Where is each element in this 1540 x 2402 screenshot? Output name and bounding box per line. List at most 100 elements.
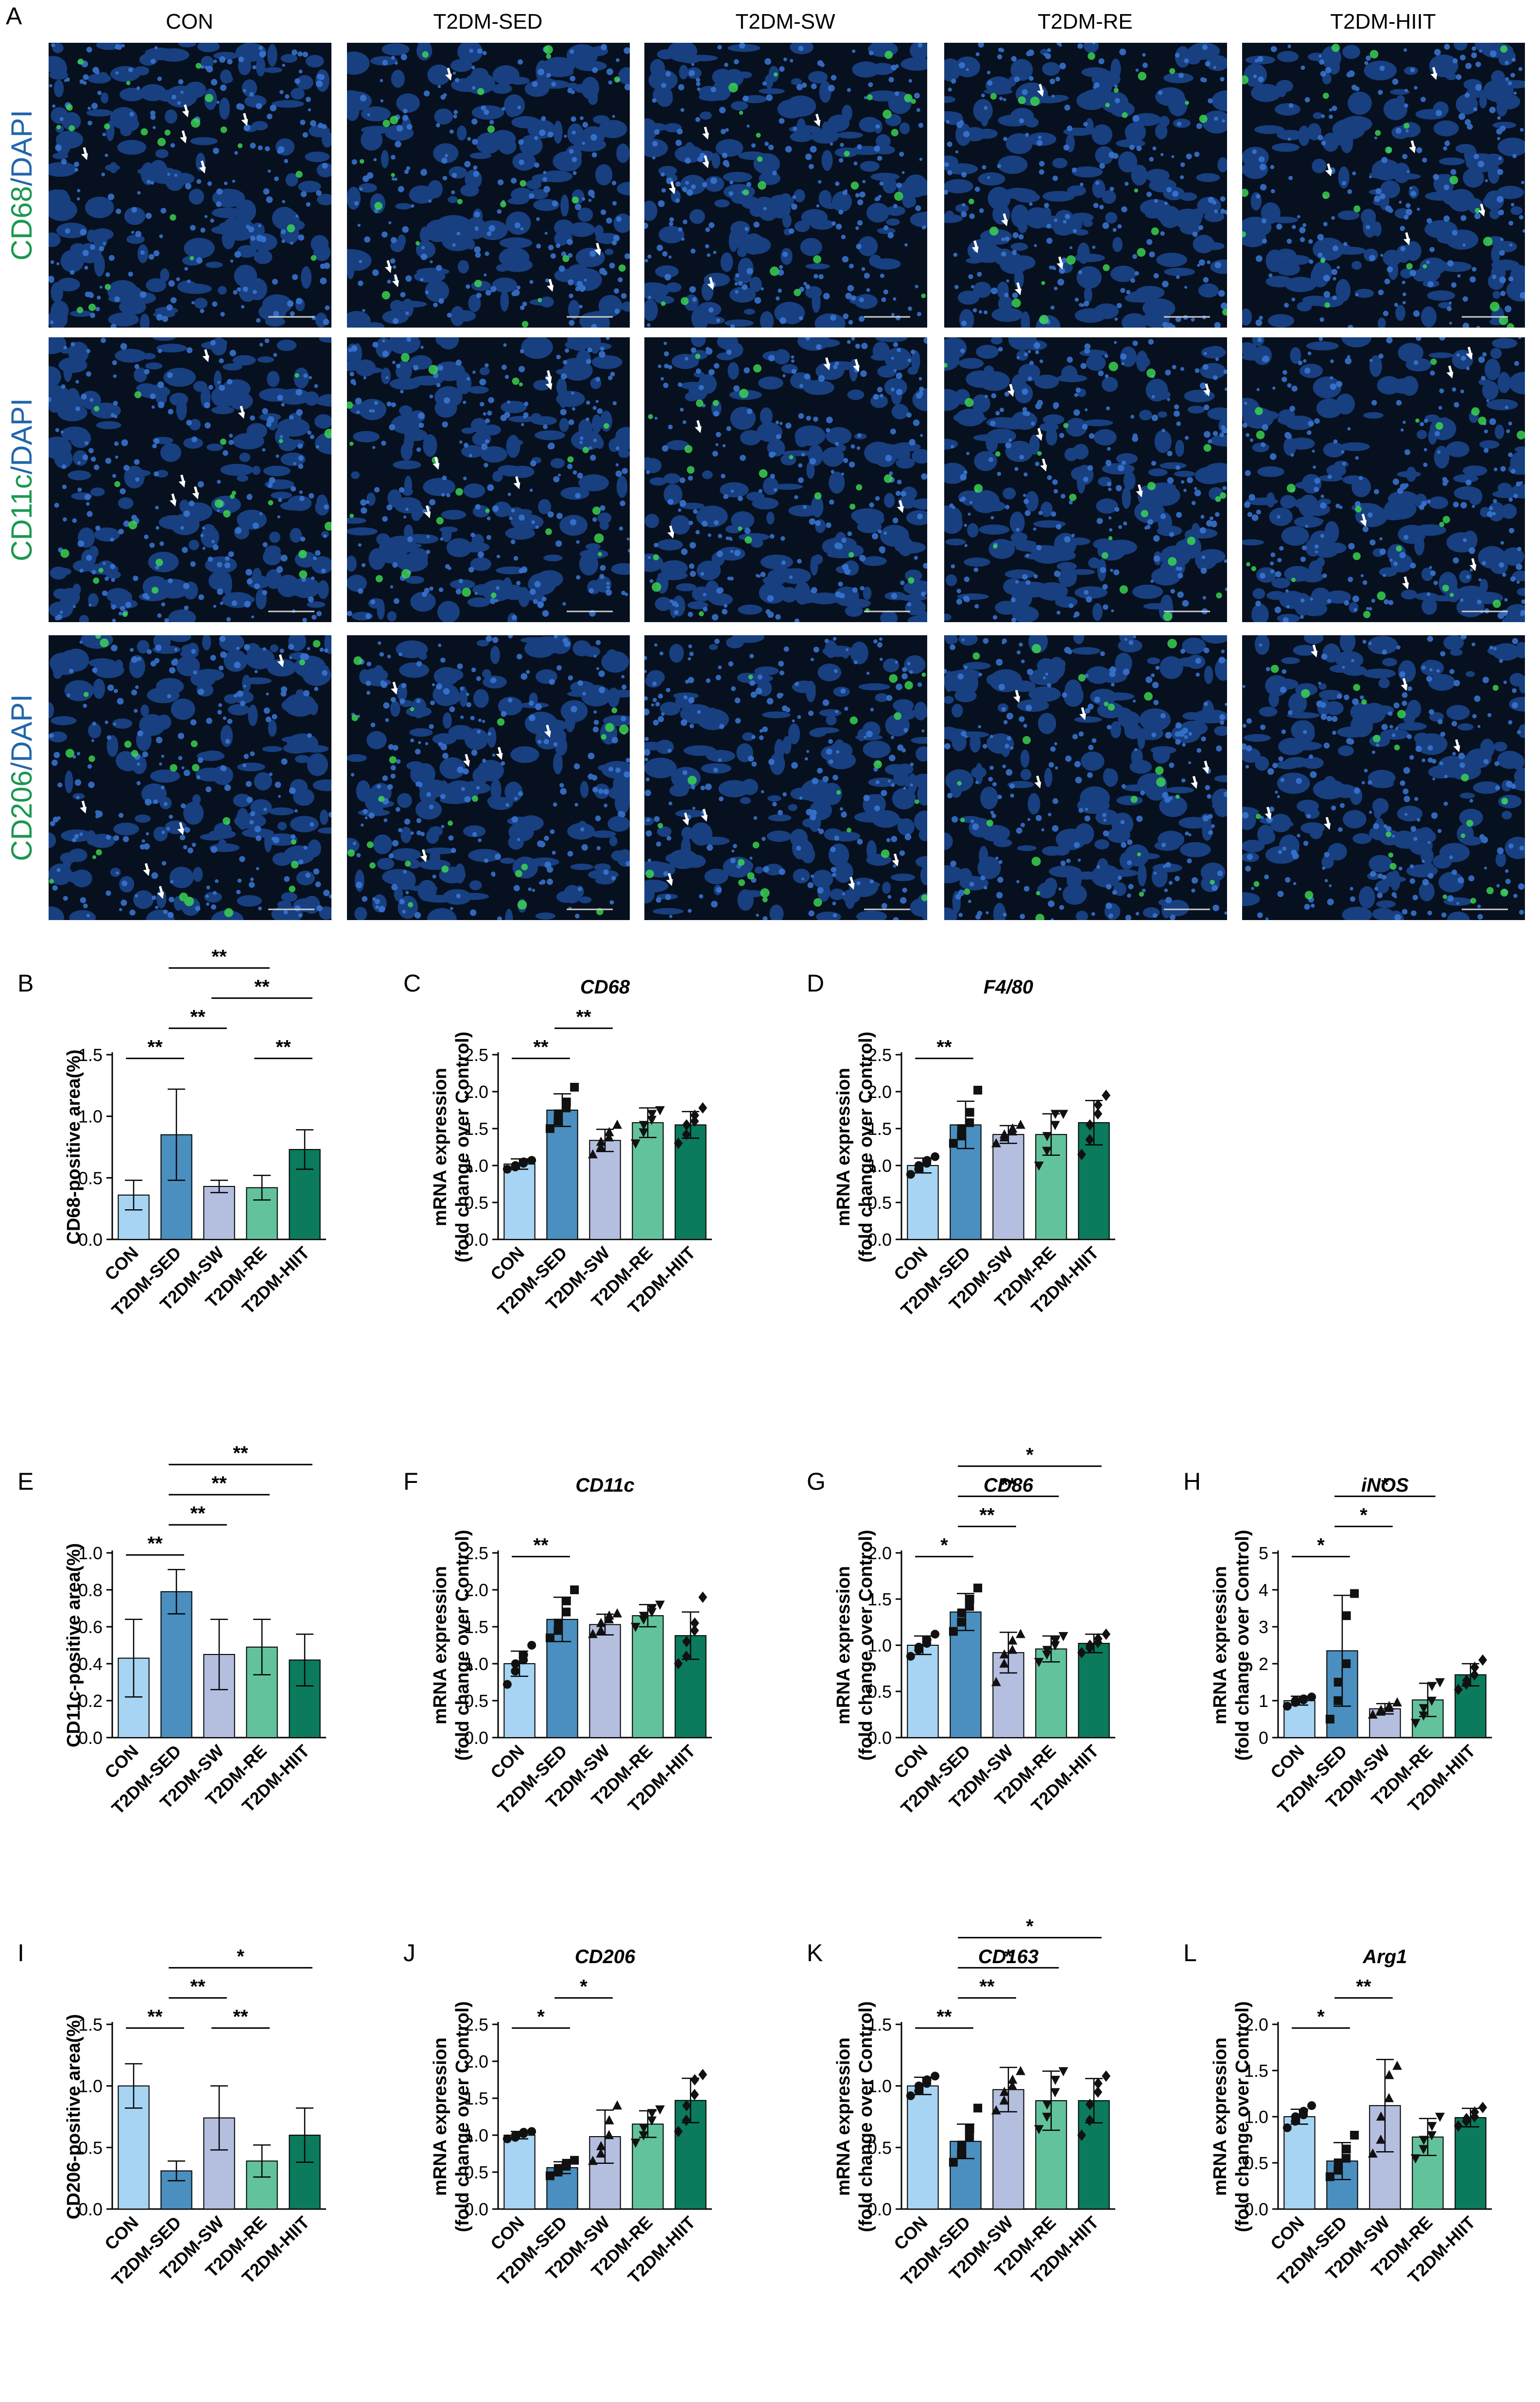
data-point	[1462, 1674, 1471, 1686]
data-point	[1462, 2113, 1471, 2124]
data-point	[1085, 1134, 1094, 1146]
significance-bracket: **	[915, 2006, 973, 2029]
data-point	[1093, 1099, 1103, 1111]
chart-title: F4/80	[984, 976, 1033, 998]
y-tick-label: 0.5	[78, 2138, 103, 2158]
data-point	[519, 2127, 528, 2137]
data-point	[1291, 1696, 1300, 1705]
dapi-nuclei	[944, 635, 1227, 920]
data-point	[647, 2109, 657, 2119]
chart-title: CD163	[978, 1946, 1039, 1967]
error-bar	[210, 1619, 228, 1690]
data-point	[1093, 2077, 1103, 2089]
y-tick-label: 2.0	[464, 2052, 488, 2071]
tissue-texture	[1242, 43, 1525, 328]
arrow-icon	[1360, 513, 1367, 527]
y-tick-label: 2.0	[867, 1082, 892, 1102]
data-points-t2dm-sed	[545, 1082, 579, 1133]
data-point	[1085, 2114, 1094, 2126]
chart-title: CD86	[984, 1475, 1034, 1496]
significance-label: **	[254, 976, 270, 998]
data-point	[1282, 1702, 1292, 1711]
positive-cells	[347, 353, 609, 598]
data-point	[991, 2105, 1001, 2115]
micrograph-cd206-con	[49, 635, 331, 920]
arrow-icon	[971, 240, 979, 254]
data-points-t2dm-re	[1034, 2067, 1069, 2135]
data-point	[527, 2127, 536, 2136]
data-point	[973, 1085, 983, 1095]
y-tick-label: 2.5	[867, 1045, 892, 1065]
y-tick-label: 0.5	[1244, 2153, 1268, 2173]
significance-bracket: **	[958, 1976, 1016, 1999]
micrograph-cd68-t2dm-hiit	[1242, 43, 1525, 328]
data-point	[511, 1161, 520, 1170]
y-axis-label-line: (fold change over Control)	[1232, 2002, 1253, 2232]
significance-label: *	[1004, 1946, 1012, 1967]
chart-title: iNOS	[1361, 1475, 1409, 1496]
data-points-t2dm-sw	[588, 2100, 623, 2165]
data-point	[1350, 2131, 1359, 2140]
data-point	[999, 1658, 1009, 1668]
arrow-icon	[384, 260, 392, 273]
data-points-con	[906, 1152, 940, 1179]
y-axis-label: mRNA expression (fold change over Control…	[833, 2002, 876, 2232]
data-point	[588, 1149, 598, 1159]
y-axis-label: mRNA expression (fold change over Control…	[1210, 2002, 1253, 2232]
data-points-t2dm-sw	[991, 1629, 1026, 1687]
significance-label: **	[190, 1976, 206, 1998]
arrow-icon	[1034, 775, 1041, 789]
error-bar	[253, 1175, 271, 1201]
data-point	[1077, 2129, 1086, 2141]
data-point	[1333, 1678, 1343, 1687]
data-point	[1042, 2100, 1052, 2110]
significance-label: **	[233, 2006, 248, 2028]
chart-panel-k: K CD163 mRNA expression (fold change over C…	[807, 1916, 1157, 2391]
arrow-icon	[496, 747, 503, 760]
y-axis-label-line: mRNA expression	[833, 2037, 854, 2196]
tissue-texture	[644, 337, 927, 622]
significance-label: **	[936, 1037, 952, 1058]
significance-label: *	[940, 1535, 948, 1556]
significance-bracket: **	[169, 1976, 227, 1999]
significance-label: **	[190, 1503, 206, 1524]
arrow-icon	[667, 525, 675, 539]
y-tick-label: 0.8	[78, 1580, 103, 1600]
data-point	[991, 1677, 1001, 1687]
error-bar	[1376, 2058, 1394, 2153]
significance-bracket: *	[915, 1535, 973, 1558]
data-point	[1384, 2093, 1394, 2103]
y-tick-label: 0.0	[867, 2199, 892, 2219]
positive-cells	[60, 373, 331, 617]
data-point	[570, 1082, 579, 1092]
data-points-con	[1282, 1692, 1316, 1711]
significance-bracket: **	[211, 976, 312, 999]
chart-panel-i: I CD206-positive area(%) 0.0 0.5 1.0 1.5 CON T2…	[17, 1939, 367, 2391]
arrow-icon	[1478, 204, 1485, 217]
arrow-icon	[445, 68, 452, 81]
data-point	[545, 2171, 554, 2180]
data-point	[906, 1170, 915, 1179]
y-tick-label: 0.2	[78, 1691, 103, 1711]
data-point	[1016, 1629, 1026, 1638]
chart-panel-b: B CD68-positive area(%) 0.0 0.5 1.0 1.5 CON T2D…	[17, 946, 367, 1422]
data-point	[1427, 1696, 1437, 1706]
data-point	[1342, 1611, 1351, 1620]
data-point	[647, 1115, 657, 1125]
data-point	[1367, 2148, 1378, 2158]
data-point	[545, 1124, 554, 1133]
error-bar	[1462, 2107, 1479, 2128]
data-points-t2dm-sw	[1367, 1697, 1402, 1719]
y-axis-label: mRNA expression (fold change over Control…	[430, 1032, 473, 1263]
micrograph-cd206-t2dm-sed	[347, 635, 630, 920]
data-point	[1299, 1694, 1308, 1704]
data-point	[1050, 1121, 1060, 1131]
dapi-nuclei	[646, 337, 927, 622]
data-point	[502, 2134, 512, 2143]
chart-title: CD206	[575, 1946, 636, 1967]
y-axis-label-line: (fold change over Control)	[856, 1530, 876, 1761]
y-tick-label: 1.0	[78, 1107, 103, 1127]
y-tick-label: 0.4	[78, 1654, 103, 1674]
data-point	[1419, 2136, 1429, 2145]
positive-cells	[648, 353, 915, 616]
